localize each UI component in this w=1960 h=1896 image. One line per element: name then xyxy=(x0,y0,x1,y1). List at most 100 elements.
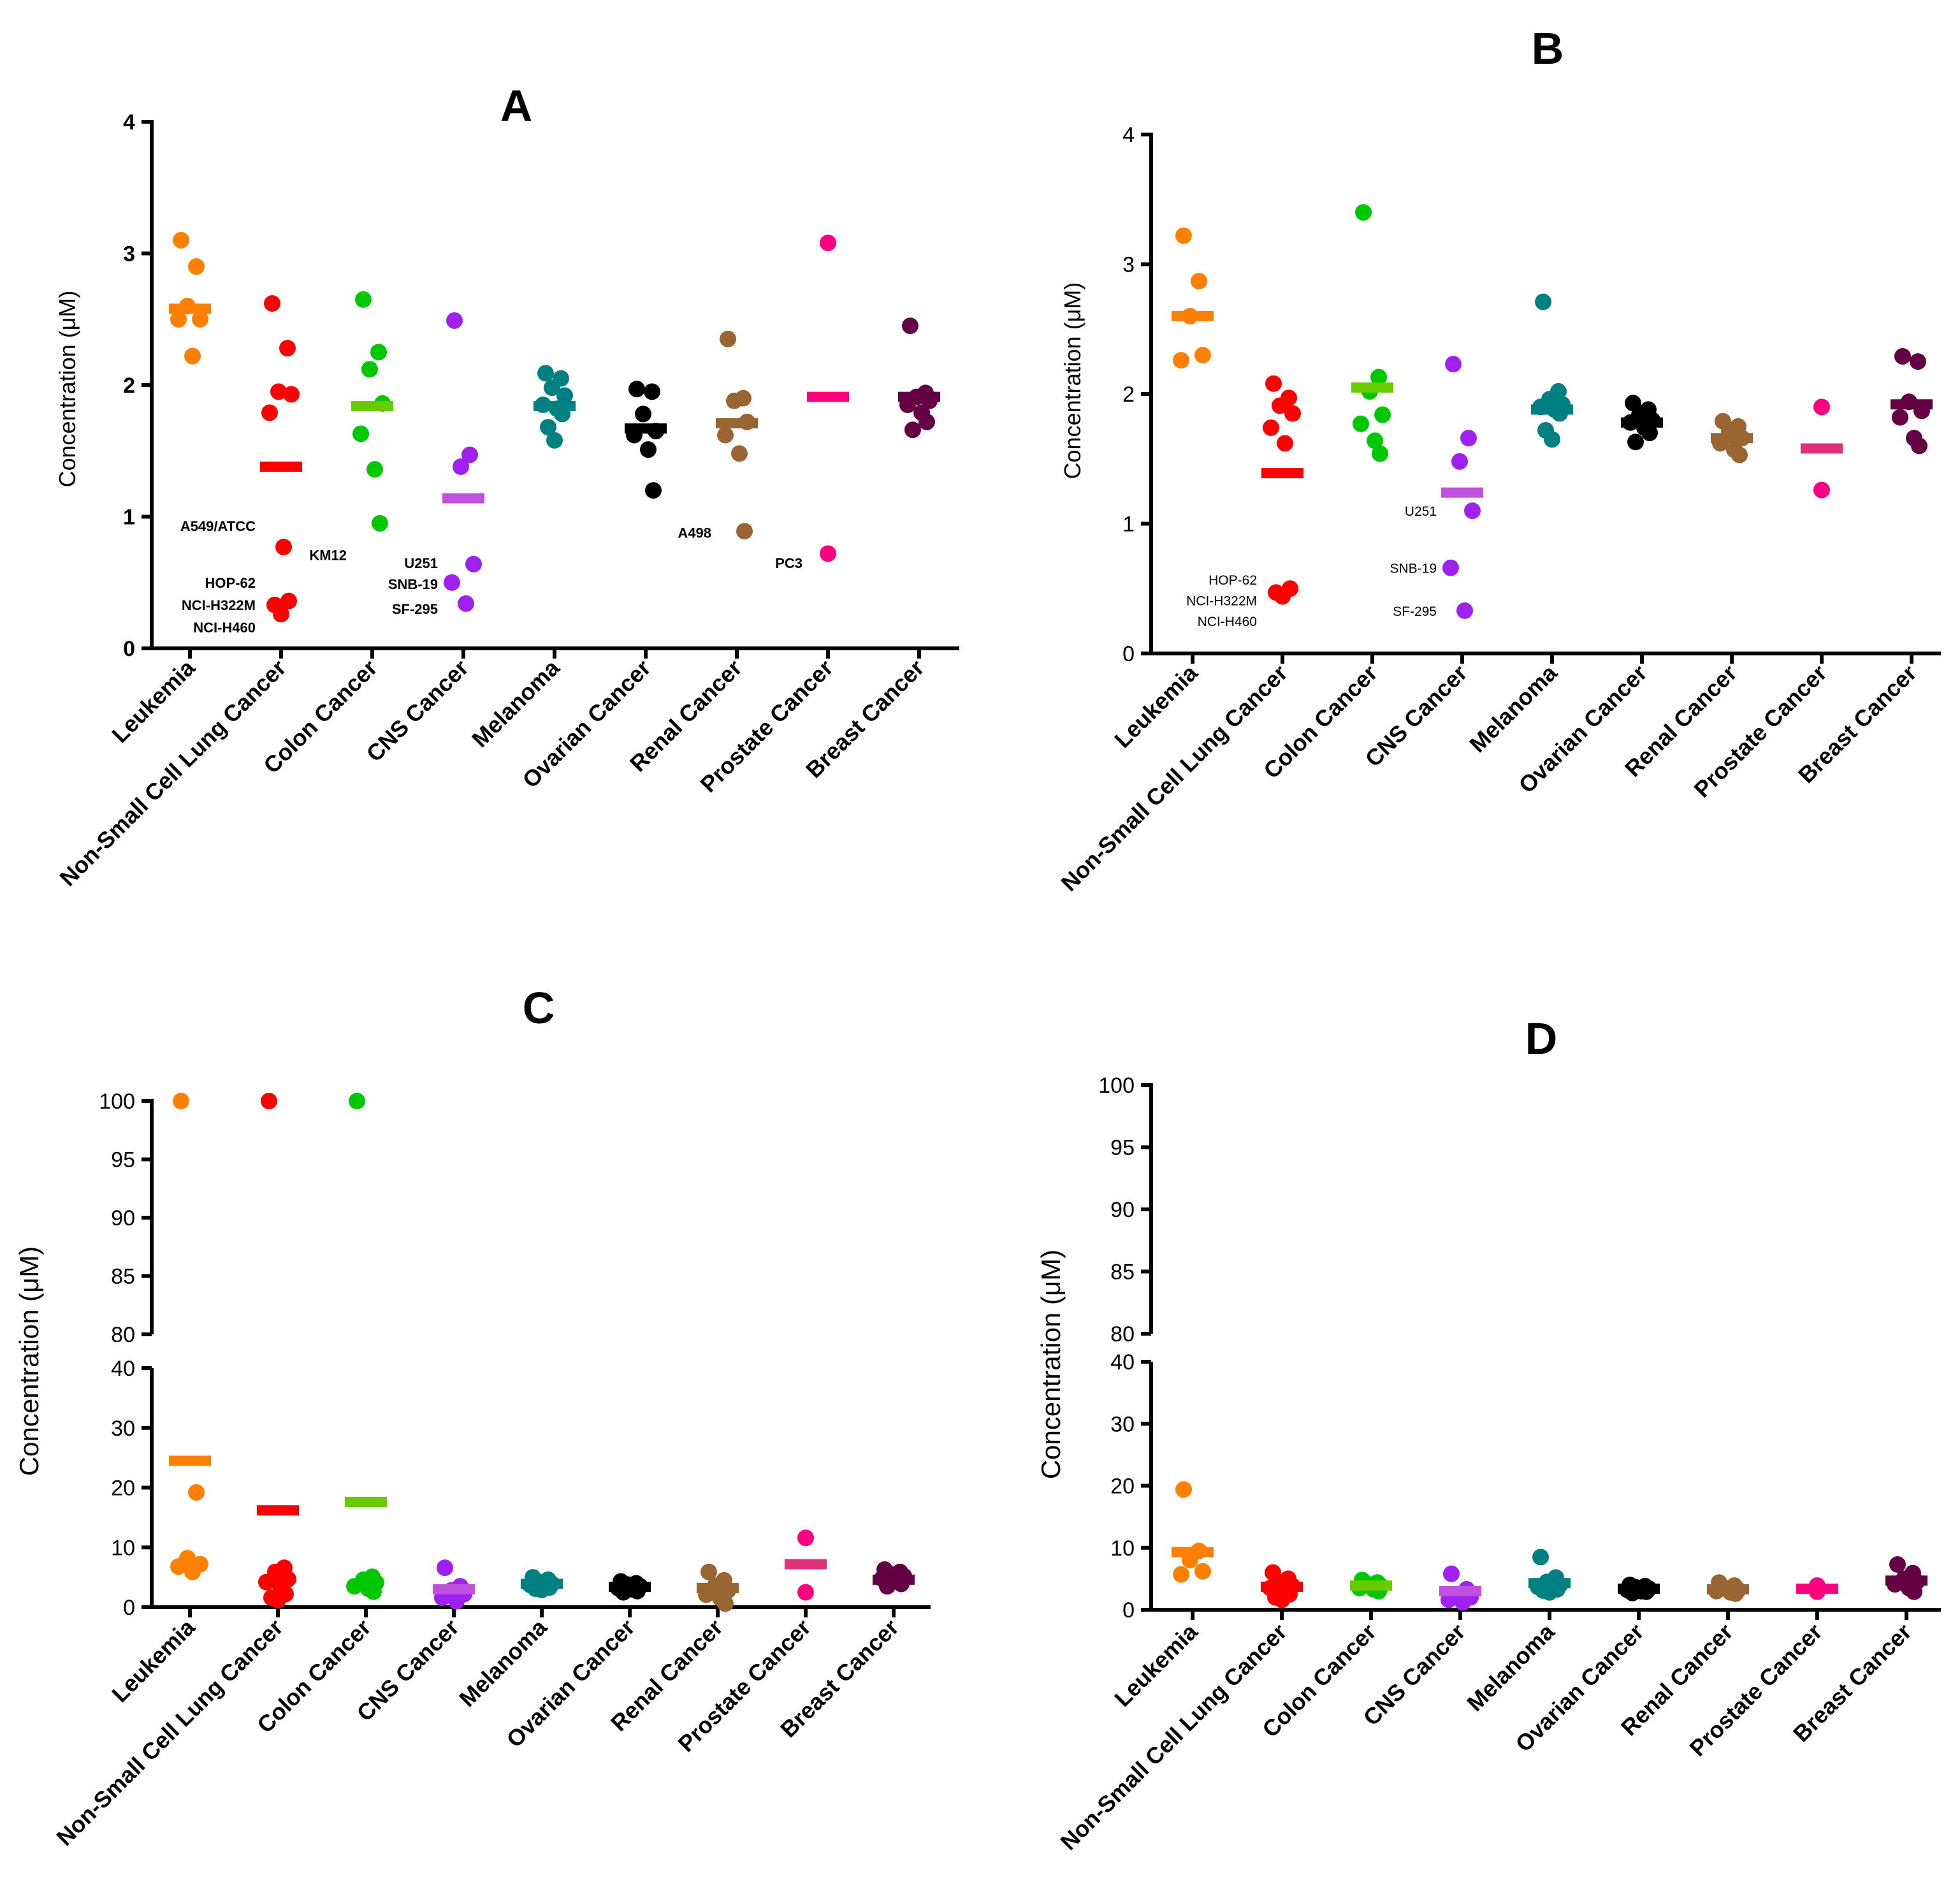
panel-a-annotation-km12: KM12 xyxy=(309,547,347,563)
panel-c-y-axis-title: Concentration (μM) xyxy=(14,1246,44,1476)
panel-a-annotation-nci-h322m: NCI-H322M xyxy=(182,597,256,613)
panel-a-point-colon-cancer-5 xyxy=(367,461,383,478)
panel-a-point-breast-cancer-6 xyxy=(918,413,935,430)
panel-d-y-tick-label-lower-20: 20 xyxy=(1110,1475,1135,1499)
panel-d-mean-melanoma xyxy=(1528,1578,1571,1589)
panel-d-y-tick-label-upper-95: 95 xyxy=(1110,1136,1135,1160)
panel-b-point-melanoma-0 xyxy=(1535,293,1551,310)
panel-a-point-leukemia-0 xyxy=(173,231,189,249)
panel-b-mean-prostate-cancer xyxy=(1801,443,1843,454)
panel-a-point-melanoma-8 xyxy=(546,432,563,449)
panel-d-mean-renal-cancer xyxy=(1707,1584,1749,1594)
panel-c-mean-ovarian-cancer xyxy=(609,1582,651,1593)
panel-b-point-non-small-cell-lung-cancer-5 xyxy=(1277,435,1293,452)
panel-d-point-melanoma-8 xyxy=(1541,1584,1558,1601)
panel-a-annotation-a498: A498 xyxy=(678,525,711,541)
panel-c-point-leukemia-0 xyxy=(173,1093,189,1109)
panel-d-point-breast-cancer-0 xyxy=(1889,1556,1906,1573)
panel-b-point-leukemia-4 xyxy=(1173,352,1189,369)
panel-c-point-cns-cancer-0 xyxy=(437,1559,453,1577)
panel-c-mean-non-small-cell-lung-cancer xyxy=(257,1505,299,1516)
panel-b-x-label-leukemia: Leukemia xyxy=(1109,659,1203,753)
panel-b-y-tick-label-main-3: 3 xyxy=(1122,253,1135,277)
panel-d-mean-prostate-cancer xyxy=(1796,1583,1838,1594)
panel-b-y-axis-title: Concentration (μM) xyxy=(1059,282,1085,479)
panel-a-annotation-u251: U251 xyxy=(404,555,438,571)
panel-b-annotation-snb-19: SNB-19 xyxy=(1390,562,1437,576)
panel-b-y-tick-label-main-4: 4 xyxy=(1122,123,1135,147)
panel-d-mean-non-small-cell-lung-cancer xyxy=(1261,1582,1303,1593)
panel-d-y-axis-title: Concentration (μM) xyxy=(1036,1250,1066,1479)
panel-c-mean-colon-cancer xyxy=(345,1497,387,1507)
panel-c-point-leukemia-4 xyxy=(170,1558,187,1575)
panel-a-point-ovarian-cancer-6 xyxy=(645,482,662,499)
panel-b-point-ovarian-cancer-6 xyxy=(1641,425,1658,442)
panel-a-point-leukemia-4 xyxy=(170,310,187,328)
panel-a-mean-ovarian-cancer xyxy=(625,423,667,434)
panel-a-point-colon-cancer-4 xyxy=(352,425,369,442)
panel-b-point-colon-cancer-6 xyxy=(1372,445,1388,462)
panel-b-point-non-small-cell-lung-cancer-2 xyxy=(1272,397,1288,414)
panel-a-point-colon-cancer-0 xyxy=(355,291,372,308)
panel-b-point-cns-cancer-3 xyxy=(1464,502,1481,520)
panel-b-point-breast-cancer-0 xyxy=(1894,347,1911,365)
panel-d-y-tick-label-upper-90: 90 xyxy=(1110,1198,1135,1222)
panel-b-point-cns-cancer-1 xyxy=(1460,430,1477,447)
panel-b-y-tick-label-main-2: 2 xyxy=(1122,383,1135,407)
panel-a-point-non-small-cell-lung-cancer-1 xyxy=(279,340,296,357)
panel-d-mean-leukemia xyxy=(1172,1547,1214,1557)
panel-d-point-leukemia-0 xyxy=(1175,1481,1192,1498)
panel-b-point-non-small-cell-lung-cancer-8 xyxy=(1274,588,1291,605)
panel-c-point-leukemia-5 xyxy=(184,1563,201,1580)
panel-c-point-leukemia-1 xyxy=(188,1484,205,1501)
panel-c: C Concentration (μM) 80 85 90 95 100 0 10 20 30 40 L… xyxy=(14,983,931,1851)
panel-c-mean-melanoma xyxy=(521,1579,563,1589)
panel-a-point-cns-cancer-5 xyxy=(458,595,474,612)
panel-c-mean-breast-cancer xyxy=(873,1574,915,1585)
panel-c-y-tick-label-upper-95: 95 xyxy=(111,1148,135,1172)
panel-c-y-tick-label-lower-40: 40 xyxy=(111,1357,135,1381)
panel-d-point-cns-cancer-5 xyxy=(1455,1594,1471,1611)
panel-d-point-leukemia-3 xyxy=(1194,1563,1211,1580)
panel-b-x-label-melanoma: Melanoma xyxy=(1464,659,1562,757)
panel-a-letter: A xyxy=(500,81,533,131)
panel-d-mean-ovarian-cancer xyxy=(1618,1583,1660,1594)
panel-a-point-non-small-cell-lung-cancer-2 xyxy=(270,383,287,400)
panel-a-y-axis-title: Concentration (μM) xyxy=(54,291,80,488)
panel-a-point-prostate-cancer-1 xyxy=(820,545,836,562)
panel-d: D Concentration (μM) 80 85 90 95 100 0 10 20 30 40 L… xyxy=(1036,1014,1941,1855)
panel-b-point-breast-cancer-6 xyxy=(1911,437,1927,455)
panel-d-y-tick-label-lower-30: 30 xyxy=(1110,1412,1135,1436)
panel-c-point-colon-cancer-4 xyxy=(346,1578,363,1595)
panel-a-mean-leukemia xyxy=(169,303,211,314)
panel-c-mean-cns-cancer xyxy=(433,1584,475,1594)
panel-a-y-tick-label-main-2: 2 xyxy=(123,374,135,398)
panel-d-letter: D xyxy=(1525,1014,1558,1063)
panel-b-mean-non-small-cell-lung-cancer xyxy=(1261,468,1303,479)
panel-c-mean-prostate-cancer xyxy=(785,1559,827,1570)
panel-a-point-colon-cancer-1 xyxy=(370,344,387,361)
panel-a-x-label-leukemia: Leukemia xyxy=(106,654,200,748)
panel-b-point-cns-cancer-4 xyxy=(1442,559,1459,576)
panel-a-mean-melanoma xyxy=(534,401,576,412)
panel-c-y-tick-label-lower-30: 30 xyxy=(111,1417,135,1441)
panel-a-annotation-hop-62: HOP-62 xyxy=(205,575,256,591)
panel-a-point-colon-cancer-6 xyxy=(372,514,388,532)
panel-a-y-tick-label-main-0: 0 xyxy=(123,637,135,661)
panel-b-mean-ovarian-cancer xyxy=(1621,417,1663,428)
panel-b-point-colon-cancer-0 xyxy=(1355,204,1372,221)
panel-d-point-breast-cancer-6 xyxy=(1906,1583,1922,1600)
panel-a-point-renal-cancer-4 xyxy=(717,427,734,444)
panel-c-letter: C xyxy=(523,983,555,1033)
panel-b-point-leukemia-1 xyxy=(1191,272,1207,289)
panel-a-point-ovarian-cancer-2 xyxy=(635,405,651,423)
panel-b-mean-breast-cancer xyxy=(1891,399,1933,410)
panel-a-point-cns-cancer-0 xyxy=(446,312,463,329)
panel-a-mean-cns-cancer xyxy=(442,493,484,504)
panel-b-point-colon-cancer-1 xyxy=(1370,368,1387,386)
panel-a-point-melanoma-3 xyxy=(556,387,573,404)
panel-b-point-breast-cancer-1 xyxy=(1910,353,1926,370)
panel-c-y-tick-label-lower-10: 10 xyxy=(111,1536,135,1560)
panel-a-point-breast-cancer-7 xyxy=(904,421,921,439)
